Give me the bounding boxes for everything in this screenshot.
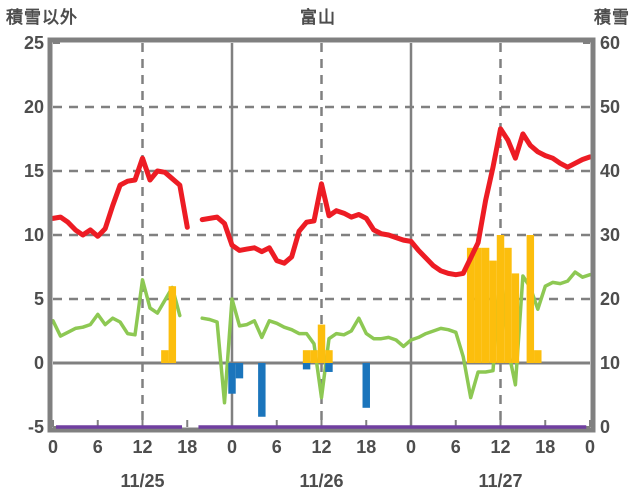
x-hour-label: 0 <box>48 437 58 457</box>
x-hour-label: 12 <box>132 437 152 457</box>
y-right-tick-label: 20 <box>600 289 620 309</box>
x-date-label: 11/26 <box>299 471 343 491</box>
yellow_bars-bar <box>474 247 482 363</box>
yellow_bars-bar <box>466 247 475 363</box>
y-left-tick-label: 0 <box>34 353 44 373</box>
station-title: 富山 <box>300 8 336 27</box>
yellow_bars-bar <box>504 247 512 363</box>
yellow_bars-bar <box>489 260 497 363</box>
yellow_bars-bar <box>317 324 326 363</box>
x-hour-label: 12 <box>311 437 331 457</box>
yellow_bars-bar <box>168 286 177 363</box>
blue_bars-bar <box>258 363 266 417</box>
series-layer <box>52 126 591 417</box>
y-left-tick-label: 20 <box>24 97 44 117</box>
yellow_bars-bar <box>526 235 535 363</box>
blue_bars-bar <box>302 363 311 370</box>
y-left-tick-label: 15 <box>24 161 44 181</box>
y-right-tick-label: 40 <box>600 161 620 181</box>
blue_bars-bar <box>228 363 236 394</box>
x-hour-label: 6 <box>451 437 461 457</box>
yellow_bars-bar <box>325 350 333 363</box>
left-axis-title: 積雪以外 <box>6 8 78 27</box>
x-hour-label: 18 <box>535 437 555 457</box>
yellow_bars-bar <box>481 247 490 363</box>
y-right-tick-label: 50 <box>600 97 620 117</box>
x-hour-label: 0 <box>406 437 416 457</box>
y-left-tick-label: 10 <box>24 225 44 245</box>
green_line <box>200 269 591 405</box>
x-hour-label: 0 <box>227 437 237 457</box>
green_line <box>52 278 182 338</box>
y-right-tick-label: 60 <box>600 33 620 53</box>
blue_bars-bar <box>235 363 244 379</box>
yellow_bars-bar <box>310 350 318 363</box>
x-hour-label: 18 <box>177 437 197 457</box>
y-right-tick-label: 10 <box>600 353 620 373</box>
yellow_bars-bar <box>511 273 520 363</box>
y-left-tick-label: 25 <box>24 33 44 53</box>
yellow_bars-bar <box>534 350 542 363</box>
x-hour-label: 18 <box>356 437 376 457</box>
right-axis-title: 積雪 <box>594 8 630 27</box>
yellow_bars-bar <box>496 235 505 363</box>
blue_bars-bar <box>325 363 333 372</box>
red_line <box>199 126 591 278</box>
red_line <box>52 155 190 239</box>
x-hour-label: 12 <box>490 437 510 457</box>
y-left-tick-label: 5 <box>34 289 44 309</box>
yellow_bars-bar <box>161 350 169 363</box>
y-left-tick-label: -5 <box>28 417 44 437</box>
x-hour-label: 6 <box>272 437 282 457</box>
yellow_bars-bar <box>302 350 311 363</box>
blue_bars-bar <box>362 363 370 408</box>
plot-border <box>47 37 596 433</box>
x-hour-label: 0 <box>585 437 595 457</box>
x-date-label: 11/27 <box>478 471 522 491</box>
x-date-label: 11/25 <box>120 471 164 491</box>
x-hour-label: 6 <box>93 437 103 457</box>
y-right-tick-label: 30 <box>600 225 620 245</box>
y-right-tick-label: 0 <box>600 417 610 437</box>
